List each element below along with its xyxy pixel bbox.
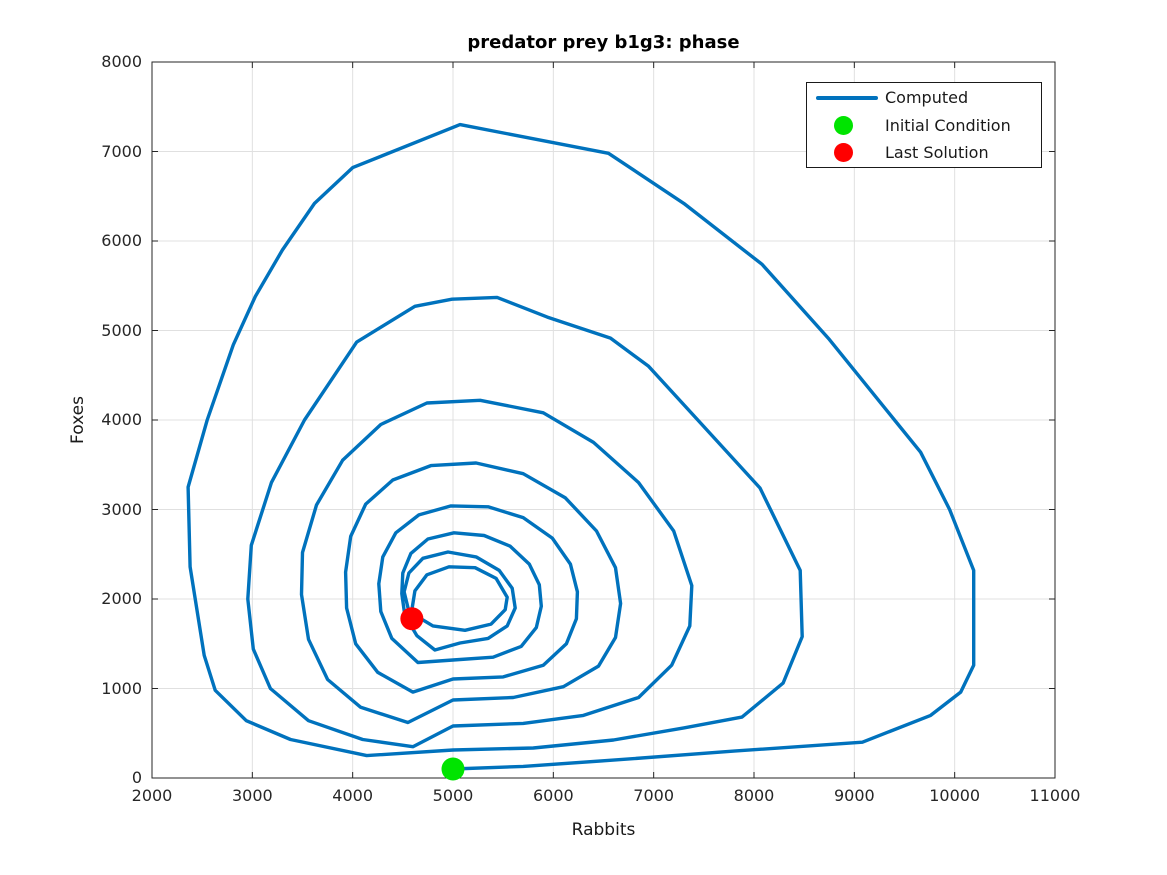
x-tick-label: 10000	[929, 786, 981, 805]
y-tick-label: 3000	[101, 499, 142, 519]
x-tick-label: 8000	[733, 786, 775, 805]
x-tick-label: 5000	[432, 786, 474, 805]
x-axis-label: Rabbits	[571, 820, 636, 840]
y-tick-label: 1000	[101, 678, 142, 698]
legend-label-initial-condition: Initial Condition	[885, 115, 1011, 135]
last-solution-marker	[400, 607, 424, 631]
y-tick-label: 8000	[101, 52, 142, 71]
initial-condition-dot-icon	[834, 115, 853, 135]
x-tick-label: 11000	[1029, 786, 1081, 805]
legend-marker-sample-last	[807, 143, 879, 162]
initial-condition-marker	[441, 757, 465, 781]
last-solution-dot-icon	[834, 143, 853, 162]
legend-label-last-solution: Last Solution	[885, 143, 989, 162]
y-tick-label: 6000	[101, 231, 142, 250]
y-tick-label: 4000	[101, 410, 142, 429]
y-tick-label: 7000	[101, 141, 142, 161]
legend-entry-last-solution: Last Solution	[807, 140, 1041, 166]
x-tick-label: 9000	[833, 786, 875, 805]
y-axis-label: Foxes	[68, 396, 88, 444]
x-tick-label: 2000	[131, 786, 173, 805]
chart-title: predator prey b1g3: phase	[467, 32, 740, 53]
legend-entry-computed: Computed	[807, 85, 1041, 111]
legend-marker-sample-initial	[807, 115, 879, 135]
legend-entry-initial-condition: Initial Condition	[807, 112, 1041, 138]
x-tick-label: 6000	[532, 786, 574, 805]
legend: Computed Initial Condition Last Solution	[806, 82, 1042, 168]
y-tick-label: 0	[131, 768, 142, 787]
x-tick-label: 3000	[231, 786, 273, 805]
legend-label-computed: Computed	[885, 88, 969, 107]
x-tick-label: 4000	[332, 786, 374, 805]
computed-line-icon	[816, 95, 878, 100]
legend-line-sample	[807, 95, 879, 100]
y-tick-label: 5000	[101, 320, 142, 340]
computed-trajectory	[186, 122, 976, 771]
x-tick-label: 7000	[633, 786, 675, 805]
y-tick-label: 2000	[101, 589, 142, 608]
